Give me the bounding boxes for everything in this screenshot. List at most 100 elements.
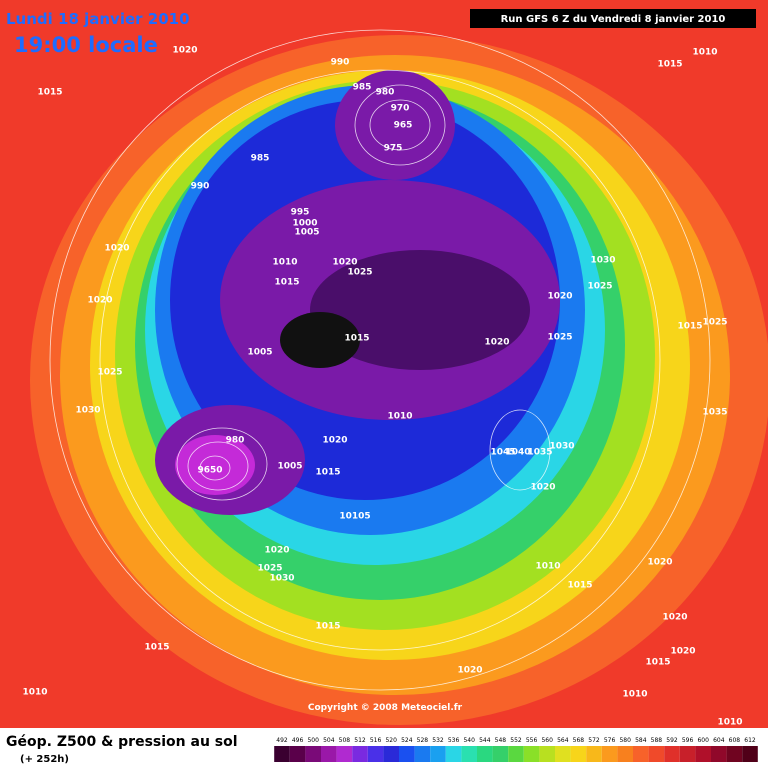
isobar-label: 1015: [315, 468, 340, 478]
scale-label: 588: [651, 737, 663, 744]
scale-label: 528: [417, 737, 429, 744]
scale-swatch: [679, 746, 696, 762]
scale-swatch: [305, 746, 321, 762]
isobar-label: 1025: [97, 368, 122, 378]
scale-label: 556: [526, 737, 538, 744]
scale-label: 544: [479, 737, 491, 744]
scale-swatch: [274, 746, 290, 762]
footer-lead: (+ 252h): [20, 754, 69, 765]
isobar-label: 1040: [505, 448, 530, 458]
scale-swatch: [336, 746, 353, 762]
scale-swatch: [367, 746, 384, 762]
scale-label: 532: [432, 737, 444, 744]
isobar-label: 1025: [547, 333, 572, 343]
scale-swatch: [586, 746, 602, 762]
scale-swatch: [430, 746, 446, 762]
isobar-label: 1010: [272, 258, 297, 268]
isobar-label: 1035: [527, 448, 552, 458]
isobar-label: 1015: [144, 643, 169, 653]
isobar-label: 1015: [645, 658, 670, 668]
isobar-label: 1020: [172, 46, 197, 56]
isobar-label: 9650: [197, 466, 222, 476]
scale-swatch: [648, 746, 665, 762]
scale-swatch: [352, 746, 368, 762]
scale-label: 552: [510, 737, 522, 744]
isobar-label: 1035: [702, 408, 727, 418]
scale-label: 520: [385, 737, 397, 744]
scale-label: 572: [588, 737, 600, 744]
scale-swatch: [555, 746, 571, 762]
isobar-label: 970: [391, 104, 410, 114]
scale-swatch: [508, 746, 524, 762]
scale-label: 540: [463, 737, 475, 744]
scale-swatch: [617, 746, 633, 762]
isobar-label: 1010: [535, 562, 560, 572]
isobar-label: 1020: [104, 244, 129, 254]
isobar-label: 1020: [264, 546, 289, 556]
scale-label: 516: [370, 737, 382, 744]
isobar-label: 1010: [692, 48, 717, 58]
scale-swatch: [492, 746, 509, 762]
scale-label: 560: [541, 737, 553, 744]
isobar-label: 1020: [87, 296, 112, 306]
scale-label: 500: [307, 737, 319, 744]
isobar-label: 1020: [484, 338, 509, 348]
isobar-label: 1025: [257, 564, 282, 574]
isobar-label: 1030: [549, 442, 574, 452]
isobar-label: 985: [251, 154, 270, 164]
scale-swatch: [633, 746, 649, 762]
isobar-label: 1015: [344, 334, 369, 344]
scale-label: 600: [697, 737, 709, 744]
scale-swatch: [383, 746, 399, 762]
scale-swatch: [742, 746, 758, 762]
isobar-label: 1020: [332, 258, 357, 268]
scale-swatch: [523, 746, 540, 762]
isobar-label: 1000: [292, 219, 317, 229]
scale-label: 492: [276, 737, 288, 744]
isobar-label: 1020: [647, 558, 672, 568]
isobar-label: 975: [384, 144, 403, 154]
scale-swatch: [601, 746, 618, 762]
isobar-label: 990: [331, 58, 350, 68]
run-box: [470, 9, 756, 28]
isobar-label: 1030: [590, 256, 615, 266]
scale-swatch: [726, 746, 743, 762]
time-label: 19:00 locale: [14, 33, 158, 57]
scale-swatch: [664, 746, 680, 762]
scale-label: 564: [557, 737, 569, 744]
scale-label: 584: [635, 737, 647, 744]
isobar-label: 980: [376, 88, 395, 98]
scale-label: 508: [339, 737, 351, 744]
isobar-label: 1015: [567, 581, 592, 591]
isobar-label: 1020: [322, 436, 347, 446]
isobar-label: 1025: [587, 282, 612, 292]
isobar-label: 1020: [530, 483, 555, 493]
scale-swatch: [539, 746, 555, 762]
scale-swatch: [445, 746, 462, 762]
footer-title: Géop. Z500 & pression au sol: [6, 734, 238, 750]
isobar-label: 1005: [294, 228, 319, 238]
date-label: Lundi 18 janvier 2010: [6, 10, 190, 28]
scale-label: 576: [604, 737, 616, 744]
isobar-label: 1010: [22, 688, 47, 698]
isobar-label: 1020: [662, 613, 687, 623]
isobar-lines: [49, 29, 711, 691]
scale-swatch: [321, 746, 337, 762]
scale-swatch: [570, 746, 587, 762]
zone: [335, 70, 455, 180]
scale-swatch: [695, 746, 711, 762]
scale-swatch: [399, 746, 415, 762]
isobar-label: 1020: [547, 292, 572, 302]
isobar-label: 1005: [277, 462, 302, 472]
isobar-label: 1015: [677, 322, 702, 332]
scale-swatch: [461, 746, 477, 762]
copyright: Copyright © 2008 Meteociel.fr: [308, 703, 463, 713]
isobar-label: 1010: [387, 412, 412, 422]
scale-label: 580: [619, 737, 631, 744]
color-scale: 492 496 500 504 508 512 516 520 524 528 532 536 540 5…: [274, 737, 758, 762]
zone: [280, 312, 360, 368]
scale-label: 512: [354, 737, 366, 744]
isobar-label: 1025: [347, 268, 372, 278]
